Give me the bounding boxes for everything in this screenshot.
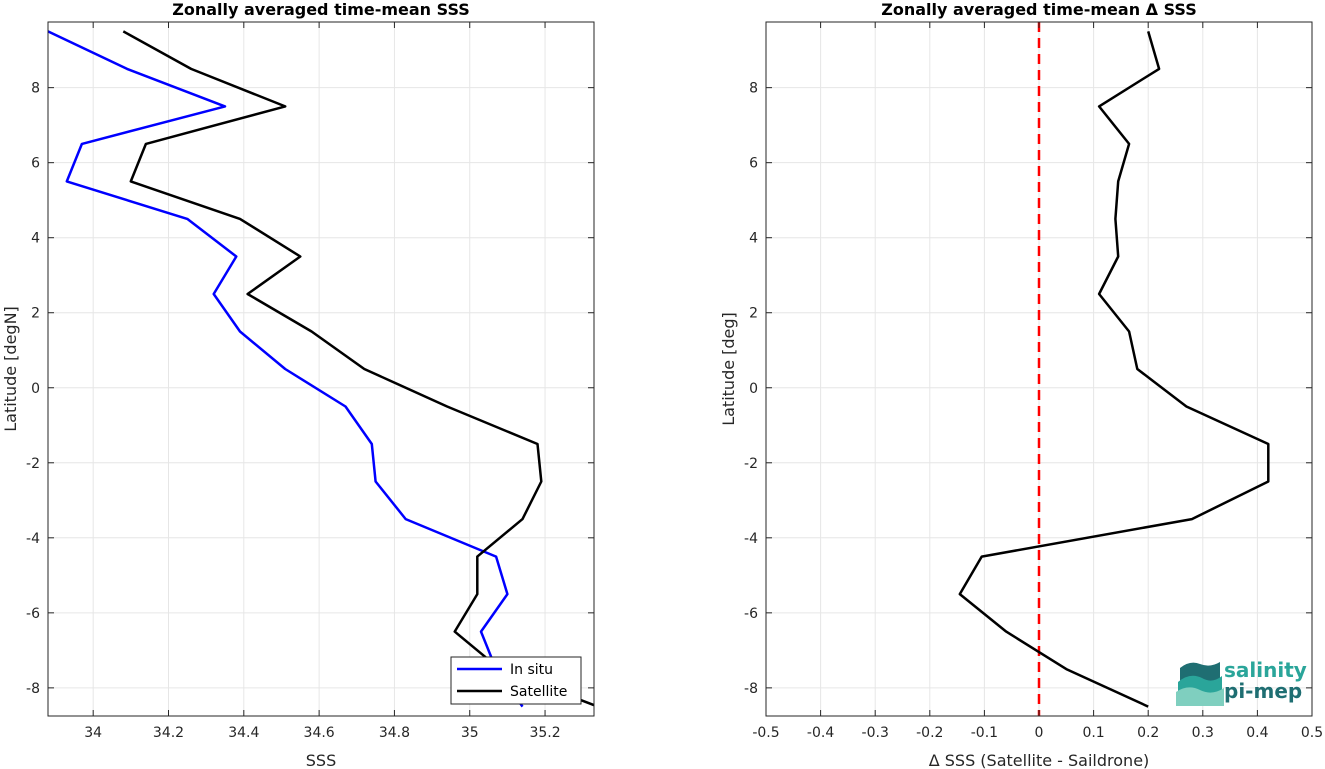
right-series-lines	[958, 31, 1270, 708]
logo-text-pi-mep: pi-mep	[1224, 679, 1302, 703]
left-y-tick-label: -2	[26, 456, 40, 472]
left-y-tick-label: -8	[26, 681, 40, 697]
left-series-line-satellite	[122, 30, 594, 707]
left-x-tick-label: 34.2	[153, 725, 184, 741]
left-y-tick-label: 6	[31, 156, 40, 172]
legend-label-in-situ: In situ	[510, 662, 553, 678]
legend-box	[450, 656, 582, 705]
right-series-line-series-0	[958, 31, 1270, 708]
right-y-tick-label: -6	[744, 606, 758, 622]
left-chart-title: Zonally averaged time-mean SSS	[172, 0, 470, 19]
right-y-tick-label: 4	[749, 231, 758, 247]
left-x-tick-label: 34.6	[304, 725, 335, 741]
left-x-tick-label: 34.8	[379, 725, 410, 741]
left-x-tick-label: 35.2	[529, 725, 560, 741]
left-chart-panel: 34 34.2 34.4 34.6 34.8 35 35.2 -8 -6 -4 -2 0 2 4 6 8 Zo…	[1, 0, 595, 769]
right-x-tick-label: 0.4	[1246, 725, 1268, 741]
left-y-tick-label: 8	[31, 81, 40, 97]
right-chart-title: Zonally averaged time-mean Δ SSS	[881, 0, 1197, 19]
right-y-axis-label: Latitude [deg]	[719, 312, 738, 426]
right-x-tick-label: -0.4	[807, 725, 834, 741]
left-grid	[48, 22, 594, 716]
right-y-tick-label: 0	[749, 381, 758, 397]
legend: In situ Satellite	[450, 656, 582, 705]
right-x-tick-label: -0.1	[971, 725, 998, 741]
right-x-axis-label: Δ SSS (Satellite - Saildrone)	[929, 751, 1150, 769]
right-x-tick-label: -0.3	[862, 725, 889, 741]
left-x-tick-label: 34.4	[228, 725, 259, 741]
right-x-tick-label: 0	[1035, 725, 1044, 741]
left-y-axis-label: Latitude [degN]	[1, 306, 20, 432]
logo-text-salinity: salinity	[1224, 658, 1307, 682]
left-series-lines	[48, 30, 594, 708]
left-x-axis-label: SSS	[306, 751, 336, 769]
left-y-tick-label: 4	[31, 231, 40, 247]
right-x-tick-label: -0.5	[752, 725, 779, 741]
right-y-tick-label: -4	[744, 531, 758, 547]
left-plot-area	[48, 22, 594, 716]
legend-label-satellite: Satellite	[510, 684, 567, 700]
salinity-pi-mep-logo: salinity pi-mep	[1176, 658, 1307, 706]
left-axes-box	[47, 21, 595, 717]
right-y-tick-label: -2	[744, 456, 758, 472]
logo-wave-icon	[1176, 662, 1224, 706]
right-x-tick-label: 0.5	[1301, 725, 1323, 741]
right-y-tick-label: 8	[749, 81, 758, 97]
right-chart-panel: -0.5 -0.4 -0.3 -0.2 -0.1 0 0.1 0.2 0.3 0.4 0.5 -8 -6…	[719, 0, 1323, 769]
right-ticks: -0.5 -0.4 -0.3 -0.2 -0.1 0 0.1 0.2 0.3 0.4 0.5 -8 -6…	[744, 22, 1323, 741]
left-y-tick-label: 0	[31, 381, 40, 397]
right-y-tick-label: 6	[749, 156, 758, 172]
left-y-tick-label: 2	[31, 306, 40, 322]
right-x-tick-label: -0.2	[916, 725, 943, 741]
right-x-tick-label: 0.1	[1082, 725, 1104, 741]
left-y-tick-label: -4	[26, 531, 40, 547]
left-ticks: 34 34.2 34.4 34.6 34.8 35 35.2 -8 -6 -4 -2 0 2 4 6 8	[26, 22, 594, 741]
right-y-tick-label: -8	[744, 681, 758, 697]
right-x-tick-label: 0.2	[1137, 725, 1159, 741]
left-x-tick-label: 34	[84, 725, 102, 741]
left-x-tick-label: 35	[461, 725, 479, 741]
right-x-tick-label: 0.3	[1192, 725, 1214, 741]
left-y-tick-label: -6	[26, 606, 40, 622]
right-y-tick-label: 2	[749, 306, 758, 322]
left-series-line-in-situ	[48, 30, 524, 708]
